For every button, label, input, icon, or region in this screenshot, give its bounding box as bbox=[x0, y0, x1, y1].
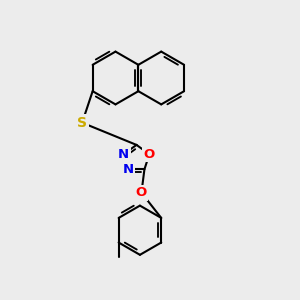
Text: O: O bbox=[144, 148, 155, 161]
Text: N: N bbox=[123, 163, 134, 176]
Text: O: O bbox=[136, 186, 147, 199]
Text: N: N bbox=[118, 148, 129, 161]
Text: S: S bbox=[77, 116, 87, 130]
